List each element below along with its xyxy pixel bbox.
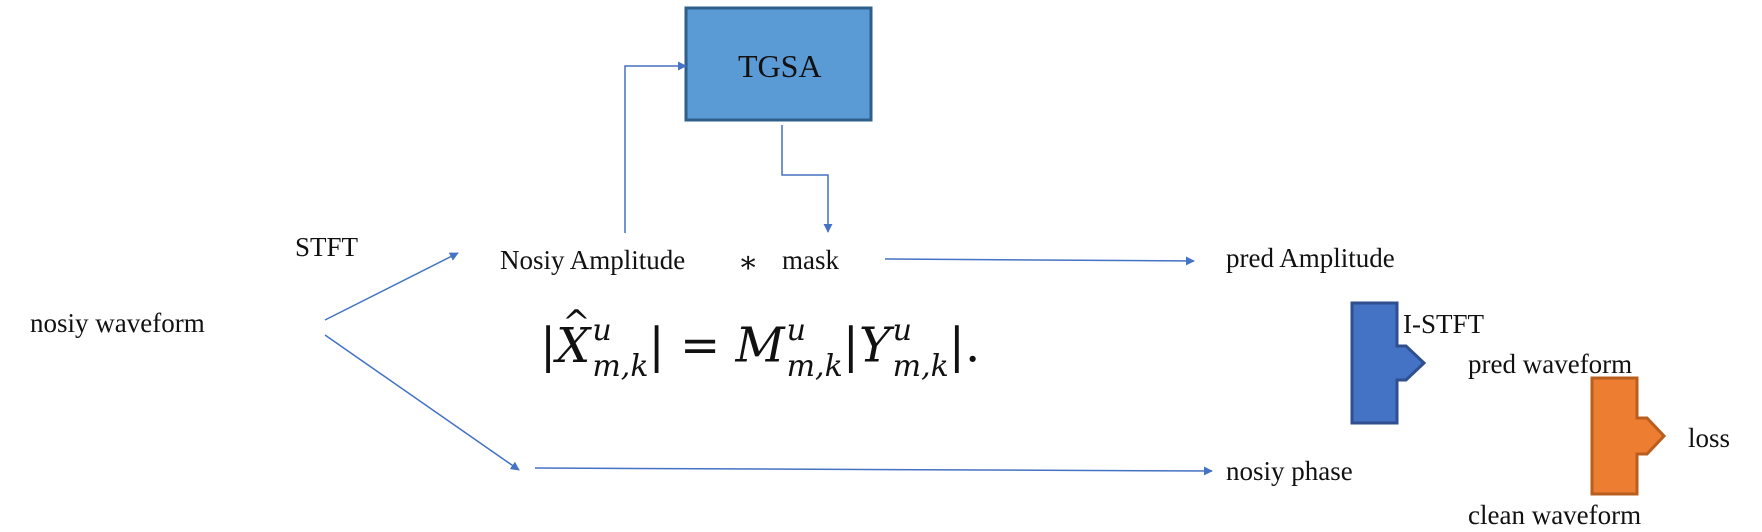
- noisy-amplitude-label: Nosiy Amplitude: [500, 245, 686, 275]
- stft-lower-arrow: [324, 334, 520, 471]
- istft-label: I-STFT: [1403, 309, 1484, 339]
- pred-amplitude-label: pred Amplitude: [1226, 243, 1395, 273]
- noisy-phase-label: nosiy phase: [1226, 456, 1353, 486]
- tgsa-label: TGSA: [738, 48, 822, 84]
- amplitude-to-tgsa-arrow: [624, 61, 687, 233]
- mask-label: mask: [782, 245, 839, 275]
- loss-block-arrow: [1590, 376, 1667, 496]
- to-noisy-phase-arrow: [534, 466, 1213, 476]
- noisy-waveform-label: nosiy waveform: [30, 308, 205, 338]
- istft-block-arrow: [1350, 301, 1427, 425]
- loss-label: loss: [1688, 423, 1731, 453]
- clean-waveform-label: clean waveform: [1468, 500, 1642, 530]
- pred-waveform-label: pred waveform: [1468, 349, 1633, 379]
- tgsa-box: [684, 6, 873, 122]
- stft-label: STFT: [295, 232, 359, 262]
- mask-to-pred-amplitude-arrow: [884, 256, 1195, 266]
- tgsa-to-mask-arrow: [781, 125, 833, 233]
- stft-upper-arrow: [324, 252, 459, 321]
- multiply-operator: ∗: [738, 246, 759, 279]
